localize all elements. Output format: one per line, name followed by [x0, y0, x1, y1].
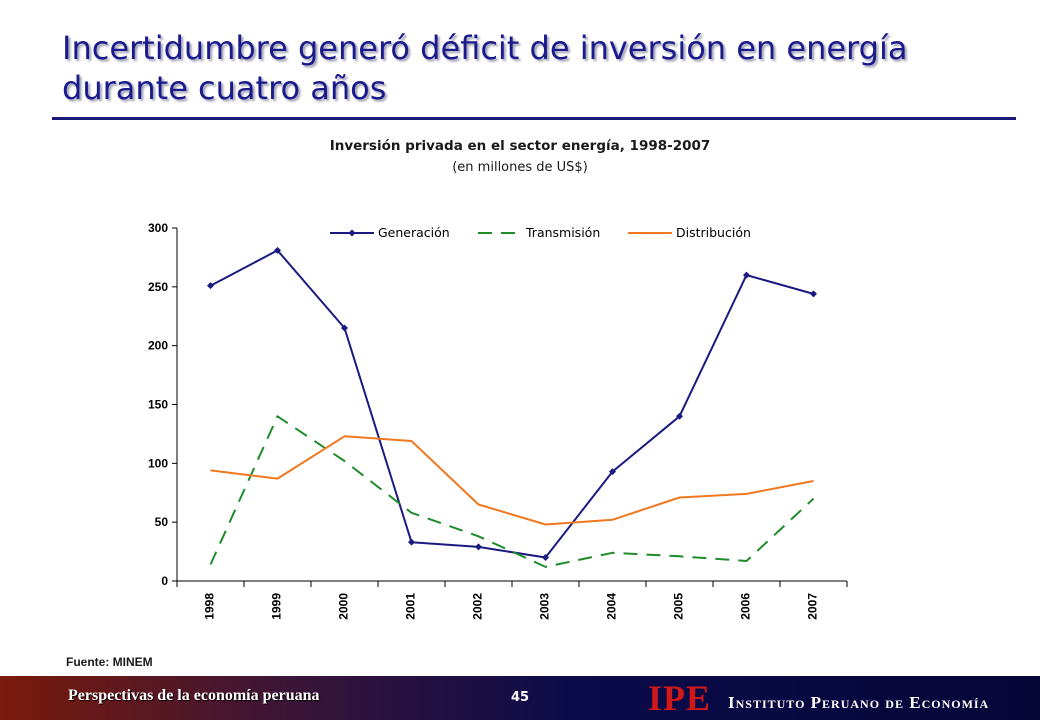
legend-label: Transmisión	[525, 225, 600, 240]
legend-marker	[348, 229, 356, 237]
y-tick-label: 50	[155, 515, 169, 529]
footer-title: Perspectivas de la economía peruana	[68, 687, 320, 704]
data-point	[743, 271, 750, 279]
chart-axes: 0 50 100 150 200 250 300 1998 1999 2000 2001 2002 20…	[148, 221, 848, 620]
legend-label: Distribución	[676, 225, 751, 240]
data-point	[475, 543, 482, 551]
data-point	[274, 246, 281, 254]
chart-legend: Generación Transmisión Distribución	[330, 225, 751, 240]
ipe-logo: IPE	[648, 678, 712, 718]
line-chart: 0 50 100 150 200 250 300 1998 1999 2000 2001 2002 20…	[148, 221, 848, 620]
data-point	[810, 290, 817, 298]
y-tick-label: 300	[148, 221, 168, 235]
chart-title: Inversión privada en el sector energía, …	[329, 138, 711, 154]
series-line-distribución	[210, 435, 814, 526]
data-point	[207, 282, 214, 290]
y-tick-label: 200	[148, 339, 168, 353]
y-tick-label: 150	[148, 398, 168, 412]
x-tick-label: 2005	[672, 593, 686, 620]
series-line-transmisión	[209, 415, 815, 568]
data-point	[676, 412, 683, 420]
institution-name: Instituto Peruano de Economía	[728, 693, 990, 712]
x-tick-label: 2007	[806, 593, 820, 620]
series-line-generación	[210, 249, 814, 559]
data-point	[609, 468, 616, 476]
y-tick-label: 0	[161, 574, 168, 588]
chart-series	[207, 246, 817, 568]
x-tick-label: 2002	[471, 593, 485, 620]
x-tick-label: 1999	[270, 593, 284, 620]
x-tick-label: 2006	[739, 593, 753, 620]
x-tick-label: 2003	[538, 593, 552, 620]
y-tick-label: 250	[148, 280, 168, 294]
title-rule	[52, 117, 1016, 120]
slide-title: Incertidumbre generó déficit de inversió…	[62, 29, 908, 107]
legend-label: Generación	[378, 225, 450, 240]
source-note: Fuente: MINEM	[66, 655, 153, 669]
x-tick-label: 2004	[605, 593, 619, 620]
footer-bar	[0, 676, 1040, 720]
data-point	[542, 553, 549, 561]
page-number: 45	[510, 690, 530, 705]
x-tick-label: 2000	[337, 593, 351, 620]
y-tick-label: 100	[148, 456, 168, 470]
x-tick-label: 1998	[203, 593, 217, 620]
data-point	[408, 538, 415, 546]
x-tick-label: 2001	[404, 593, 418, 620]
data-point	[341, 324, 348, 332]
chart-subtitle: (en millones de US$)	[452, 160, 588, 175]
